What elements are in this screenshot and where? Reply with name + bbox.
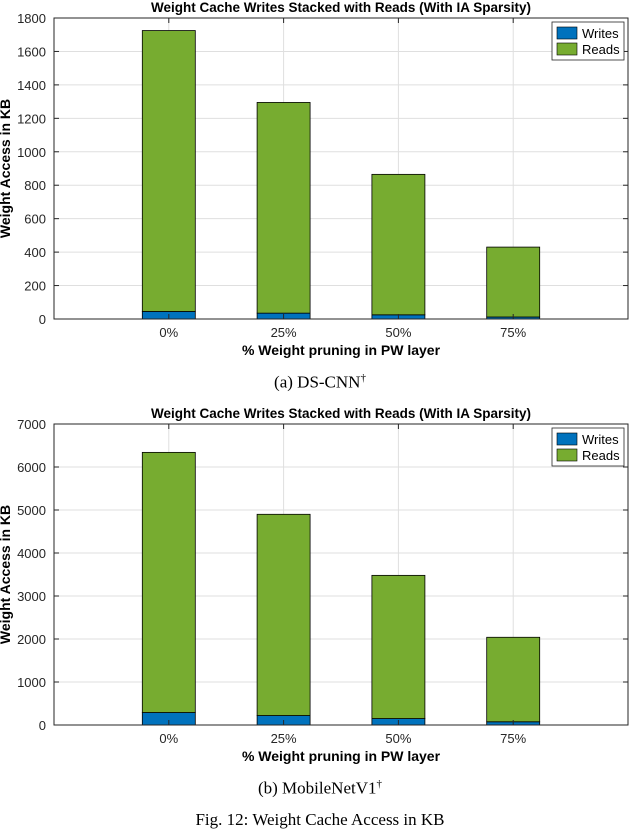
y-tick-label: 600 <box>24 212 46 227</box>
chart-svg: 0 1000 2000 3000 4000 5000 6000 7000 0% 25% 50% 75%… <box>0 406 629 764</box>
x-tick-label: 75% <box>500 731 526 746</box>
legend-label-reads: Reads <box>582 42 620 57</box>
y-tick-label: 0 <box>39 312 46 327</box>
bar-reads-75pct <box>486 636 541 723</box>
x-axis-label: % Weight pruning in PW layer <box>242 342 441 358</box>
chart-title: Weight Cache Writes Stacked with Reads (… <box>151 406 531 421</box>
caption-b: (b) MobileNetV1† <box>0 778 640 799</box>
chart-svg: 0 200 400 600 800 1000 1200 1400 1600 1800 0% 25% 50… <box>0 0 629 358</box>
y-tick-label: 800 <box>24 178 46 193</box>
caption-b-text: (b) MobileNetV1 <box>257 778 377 798</box>
axes-frame <box>53 423 629 726</box>
y-tick-label: 3000 <box>17 589 46 604</box>
figure-caption: Fig. 12: Weight Cache Access in KB <box>195 810 445 829</box>
legend-label-writes: Writes <box>582 26 619 41</box>
plot-area <box>54 18 628 319</box>
bar-reads-50pct <box>371 173 426 316</box>
legend-swatch-reads <box>556 448 578 462</box>
y-axis-label: Weight Access in KB <box>0 99 13 238</box>
bar-reads-75pct <box>486 246 541 318</box>
y-tick-label: 1000 <box>17 145 46 160</box>
x-tick-label: 25% <box>271 731 297 746</box>
axes-frame <box>53 17 629 320</box>
bar-reads-25pct <box>256 513 311 716</box>
y-tick-label: 0 <box>39 718 46 733</box>
bar-reads-25pct <box>256 102 311 314</box>
x-tick-label: 0% <box>159 731 178 746</box>
chart-mobilenetv1: 0 1000 2000 3000 4000 5000 6000 7000 0% 25% 50% 75%… <box>0 404 640 774</box>
chart-title: Weight Cache Writes Stacked with Reads (… <box>151 0 531 15</box>
x-tick-label: 75% <box>500 325 526 340</box>
caption-a-mark: † <box>360 372 366 384</box>
y-tick-label: 2000 <box>17 632 46 647</box>
bar-reads-0pct <box>141 451 196 713</box>
caption-a-text: (a) DS-CNN <box>274 372 361 392</box>
y-tick-label: 7000 <box>17 417 46 432</box>
y-tick-label: 6000 <box>17 460 46 475</box>
y-tick-label: 1800 <box>17 11 46 26</box>
x-tick-label: 25% <box>271 325 297 340</box>
x-tick-label: 50% <box>385 731 411 746</box>
caption-a: (a) DS-CNN† <box>0 372 640 393</box>
legend-label-writes: Writes <box>582 432 619 447</box>
y-tick-label: 1000 <box>17 675 46 690</box>
y-tick-label: 4000 <box>17 546 46 561</box>
legend-swatch-reads <box>556 42 578 56</box>
legend-swatch-writes <box>556 432 578 446</box>
x-axis-label: % Weight pruning in PW layer <box>242 748 441 764</box>
legend-label-reads: Reads <box>582 448 620 463</box>
caption-b-mark: † <box>376 778 383 790</box>
legend-swatch-writes <box>556 26 578 40</box>
y-tick-label: 1600 <box>17 44 46 59</box>
y-tick-label: 1200 <box>17 111 46 126</box>
x-tick-label: 50% <box>385 325 411 340</box>
y-tick-label: 400 <box>24 245 46 260</box>
plot-area <box>54 424 628 725</box>
bar-reads-0pct <box>141 30 196 312</box>
y-tick-label: 200 <box>24 279 46 294</box>
chart-ds-cnn: 0 200 400 600 800 1000 1200 1400 1600 1800 0% 25% 50… <box>0 0 640 368</box>
y-tick-label: 1400 <box>17 78 46 93</box>
y-tick-label: 5000 <box>17 503 46 518</box>
x-tick-label: 0% <box>159 325 178 340</box>
y-axis-label: Weight Access in KB <box>0 505 13 644</box>
bar-reads-50pct <box>371 574 426 719</box>
